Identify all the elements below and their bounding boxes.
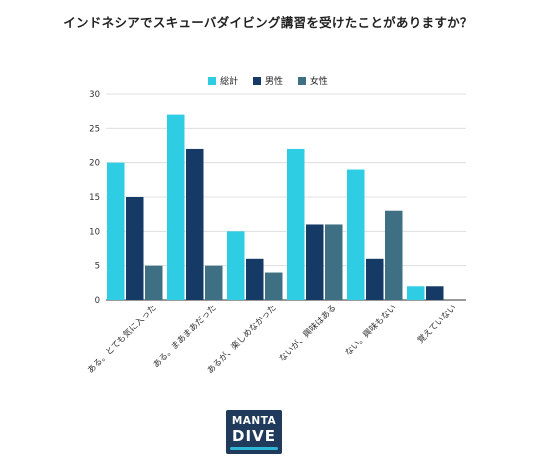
- bar: [107, 162, 125, 300]
- logo-wave-icon: [230, 447, 278, 450]
- bar: [126, 197, 144, 300]
- y-tick-label: 0: [95, 296, 100, 306]
- bar: [227, 231, 245, 300]
- y-tick-label: 25: [89, 124, 100, 134]
- y-tick-label: 20: [89, 159, 100, 169]
- bar: [145, 265, 163, 300]
- y-tick-label: 10: [89, 227, 100, 237]
- x-tick-label: 覚えていない: [415, 302, 459, 346]
- legend-swatch-total: [208, 77, 217, 85]
- legend-item-male: 男性: [252, 74, 283, 87]
- legend-swatch-male: [252, 77, 261, 85]
- bar: [246, 258, 264, 300]
- legend-label-female: 女性: [309, 77, 328, 87]
- bar: [347, 169, 365, 300]
- bar: [287, 148, 305, 300]
- manta-dive-logo: MANTA DIVE: [226, 410, 282, 454]
- legend-item-total: 総計: [208, 74, 238, 87]
- legend-label-male: 男性: [264, 77, 283, 87]
- y-tick-label: 30: [89, 90, 100, 100]
- bar: [407, 286, 425, 300]
- bar: [205, 265, 223, 300]
- y-tick-label: 15: [89, 193, 100, 203]
- bar: [265, 272, 283, 300]
- x-tick-label: ある。とても気に入った: [85, 302, 158, 375]
- y-tick-label: 5: [95, 262, 100, 272]
- x-tick-label: あるが、楽しめなかった: [205, 302, 279, 376]
- logo-line2: DIVE: [232, 427, 276, 445]
- x-tick-label: ない。興味もない: [343, 302, 399, 358]
- legend-item-female: 女性: [297, 74, 328, 87]
- bar: [385, 210, 403, 300]
- x-tick-label: ないが、興味はある: [277, 302, 339, 364]
- bar: [306, 224, 324, 300]
- bar: [366, 258, 384, 300]
- logo-line1: MANTA: [231, 415, 277, 427]
- bar: [325, 224, 343, 300]
- legend-swatch-female: [297, 77, 306, 85]
- bar: [426, 286, 444, 300]
- legend-label-total: 総計: [220, 77, 239, 87]
- bar: [186, 148, 204, 300]
- x-tick-label: ある。まあまあだった: [151, 303, 218, 370]
- bar-chart: 0 5 10 15 20 25 30 ある。とても気に入ったある。まあまあだったあるが、楽しめ…: [85, 90, 466, 376]
- chart-title: インドネシアでスキューバダイビング講習を受けたことがありますか？: [63, 15, 473, 30]
- chart-legend: 総計 男性 女性: [0, 74, 536, 87]
- bar: [167, 114, 185, 300]
